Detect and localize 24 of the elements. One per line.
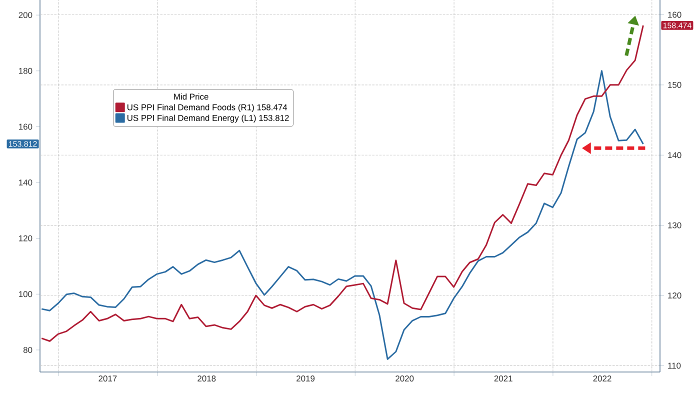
y-tick-label: 120 [19, 235, 32, 242]
y-tick-label: 100 [19, 291, 32, 298]
legend-title: Mid Price [174, 93, 208, 100]
x-tick-label: 2021 [494, 376, 512, 382]
y2-tick-label: 150 [668, 82, 682, 88]
x-tick-label: 2017 [98, 376, 117, 382]
line-series [40, 70, 644, 360]
y-tick-label: 180 [19, 68, 32, 74]
y-tick-label: 80 [23, 346, 32, 353]
x-tick-label: 2018 [198, 376, 216, 382]
y-tick-label: 200 [18, 12, 32, 18]
x-tick-label: 2019 [296, 376, 315, 382]
y2-tick-label: 120 [668, 292, 682, 298]
y2-tick-label: 140 [668, 152, 682, 158]
legend-label: US PPI Final Demand Energy (L1) 153.812 [128, 114, 289, 123]
legend-label: US PPI Final Demand Foods (R1) 158.474 [128, 104, 288, 112]
x-tick-label: 2022 [593, 376, 612, 382]
y2-tick-label: 130 [668, 222, 682, 228]
line-series [40, 24, 644, 342]
y-tick-label: 160 [19, 124, 32, 130]
y2-tick-label: 110 [668, 362, 681, 369]
x-tick-label: 2020 [396, 376, 414, 382]
y2-tick-label: 160 [668, 12, 682, 18]
y-tick-label: 140 [19, 180, 32, 186]
